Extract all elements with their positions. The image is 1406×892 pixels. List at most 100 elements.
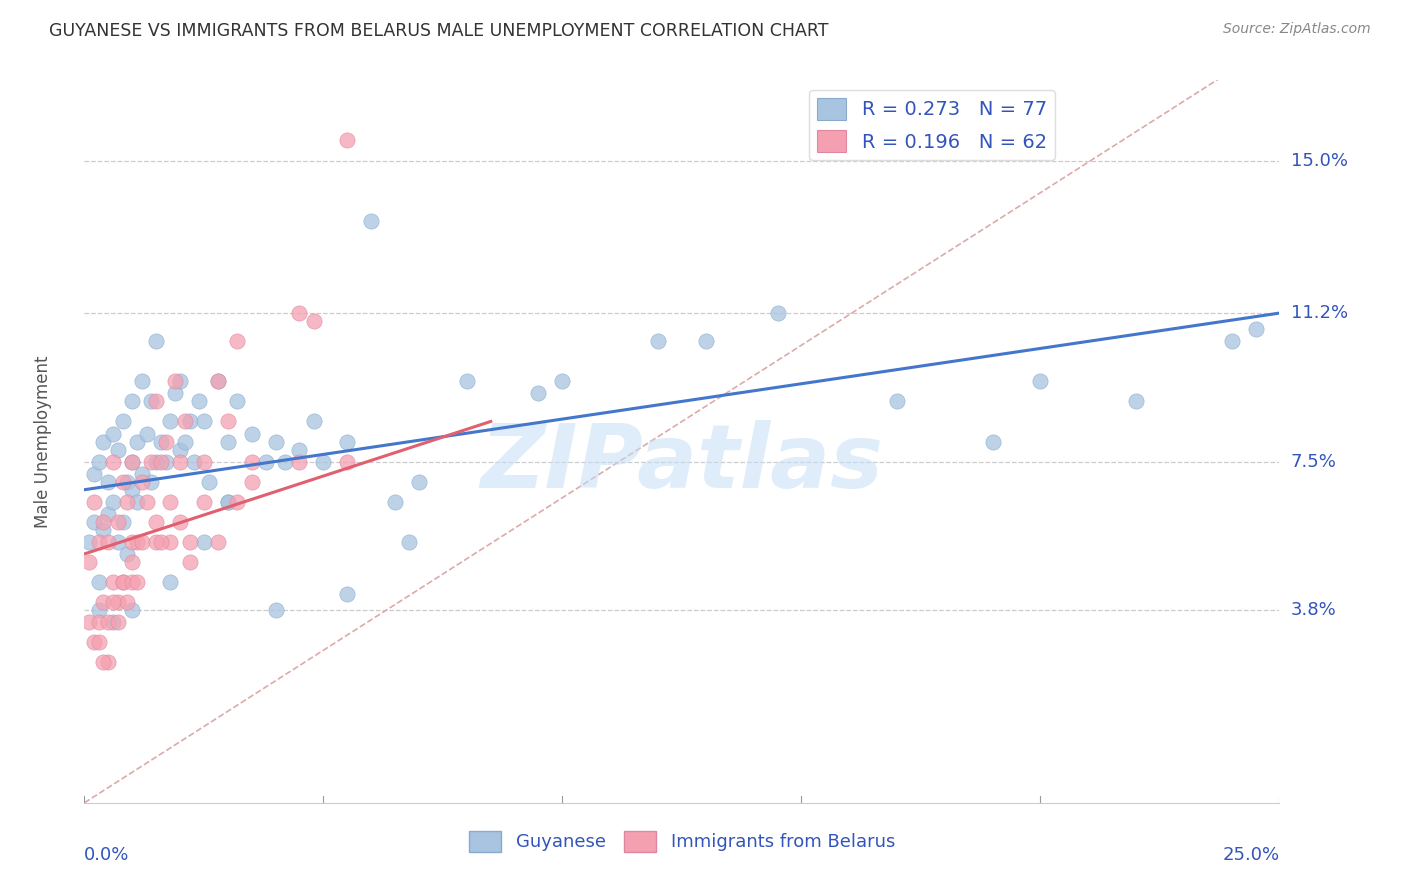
Point	[179, 555, 201, 569]
Point	[149, 534, 172, 549]
Point	[149, 434, 172, 449]
Point	[83, 635, 105, 649]
Point	[145, 334, 167, 349]
Point	[145, 515, 167, 529]
Point	[647, 334, 669, 349]
Point	[93, 434, 115, 449]
Point	[107, 615, 129, 630]
Point	[165, 375, 187, 389]
Point	[83, 467, 105, 481]
Point	[169, 455, 191, 469]
Point	[131, 467, 153, 481]
Point	[131, 534, 153, 549]
Point	[97, 655, 120, 669]
Point	[169, 375, 191, 389]
Point	[145, 394, 167, 409]
Point	[240, 426, 263, 441]
Point	[207, 375, 229, 389]
Point	[121, 575, 143, 590]
Point	[179, 534, 201, 549]
Point	[264, 434, 287, 449]
Point	[121, 394, 143, 409]
Point	[87, 455, 110, 469]
Point	[159, 534, 181, 549]
Point	[207, 375, 229, 389]
Point	[149, 455, 172, 469]
Point	[141, 455, 163, 469]
Point	[101, 595, 124, 609]
Point	[87, 575, 110, 590]
Point	[111, 414, 134, 429]
Point	[111, 475, 134, 489]
Point	[288, 442, 311, 457]
Point	[159, 575, 181, 590]
Point	[97, 534, 120, 549]
Point	[288, 455, 311, 469]
Point	[188, 394, 211, 409]
Point	[217, 414, 239, 429]
Point	[131, 375, 153, 389]
Point	[695, 334, 717, 349]
Point	[101, 494, 124, 508]
Point	[135, 494, 157, 508]
Point	[107, 442, 129, 457]
Point	[169, 442, 191, 457]
Point	[1220, 334, 1243, 349]
Point	[93, 595, 115, 609]
Point	[217, 434, 239, 449]
Point	[264, 603, 287, 617]
Point	[101, 455, 124, 469]
Point	[93, 515, 115, 529]
Point	[117, 595, 139, 609]
Point	[125, 494, 148, 508]
Point	[981, 434, 1004, 449]
Point	[87, 603, 110, 617]
Point	[141, 394, 163, 409]
Point	[87, 635, 110, 649]
Point	[125, 534, 148, 549]
Point	[384, 494, 406, 508]
Point	[159, 494, 181, 508]
Point	[766, 306, 789, 320]
Point	[97, 507, 120, 521]
Point	[121, 455, 143, 469]
Point	[193, 494, 215, 508]
Point	[288, 306, 311, 320]
Point	[336, 455, 359, 469]
Point	[336, 133, 359, 147]
Point	[121, 555, 143, 569]
Point	[254, 455, 277, 469]
Point	[165, 386, 187, 401]
Point	[312, 455, 335, 469]
Point	[77, 615, 100, 630]
Point	[117, 475, 139, 489]
Text: 25.0%: 25.0%	[1222, 847, 1279, 864]
Point	[159, 414, 181, 429]
Point	[336, 587, 359, 601]
Point	[302, 414, 325, 429]
Point	[111, 515, 134, 529]
Point	[83, 515, 105, 529]
Point	[125, 434, 148, 449]
Point	[107, 534, 129, 549]
Point	[183, 455, 205, 469]
Point	[302, 314, 325, 328]
Point	[101, 426, 124, 441]
Text: 7.5%: 7.5%	[1291, 452, 1337, 471]
Text: Male Unemployment: Male Unemployment	[34, 355, 52, 528]
Point	[226, 334, 249, 349]
Point	[93, 655, 115, 669]
Point	[1244, 322, 1267, 336]
Point	[87, 615, 110, 630]
Point	[408, 475, 430, 489]
Text: GUYANESE VS IMMIGRANTS FROM BELARUS MALE UNEMPLOYMENT CORRELATION CHART: GUYANESE VS IMMIGRANTS FROM BELARUS MALE…	[49, 22, 828, 40]
Point	[145, 534, 167, 549]
Point	[131, 475, 153, 489]
Point	[551, 375, 574, 389]
Point	[456, 375, 478, 389]
Point	[117, 494, 139, 508]
Point	[336, 434, 359, 449]
Point	[111, 575, 134, 590]
Point	[121, 483, 143, 497]
Point	[398, 534, 420, 549]
